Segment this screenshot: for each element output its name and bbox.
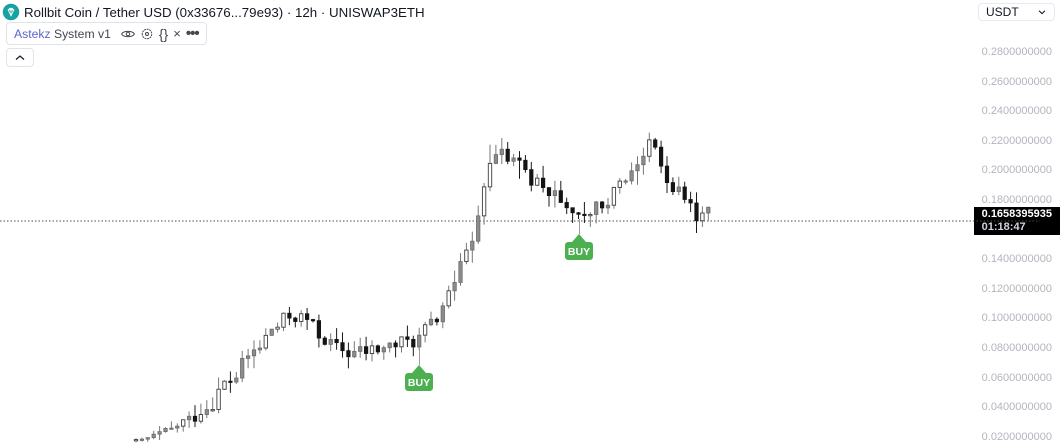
svg-text:BUY: BUY — [408, 377, 430, 389]
svg-text:BUY: BUY — [567, 246, 589, 258]
